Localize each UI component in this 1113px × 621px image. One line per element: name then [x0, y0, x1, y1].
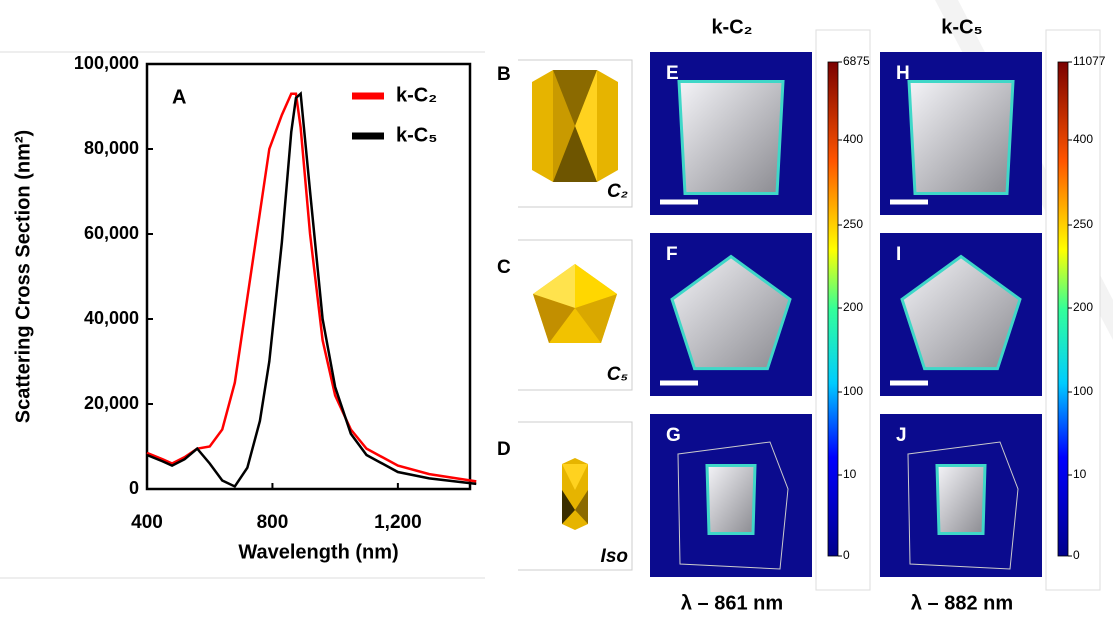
legend-label: k-C₅	[396, 124, 437, 146]
y-tick-label: 20,000	[84, 393, 139, 413]
panel-label: H	[896, 63, 910, 84]
colorbar-tick-label: 6875	[843, 54, 870, 68]
colorbar	[1058, 62, 1068, 556]
symmetry-label: C₅	[607, 364, 629, 385]
x-tick-label: 1,200	[374, 512, 422, 533]
particle-field	[707, 466, 755, 534]
panel-label: B	[497, 64, 511, 85]
panel-label: G	[666, 425, 681, 446]
y-tick-label: 40,000	[84, 308, 139, 328]
x-tick-label: 400	[131, 512, 163, 533]
column-title: k-C₂	[711, 16, 752, 38]
colorbar-tick-label: 200	[843, 300, 863, 314]
y-tick-label: 60,000	[84, 223, 139, 243]
figure: 0 20,000 40,000 60,000 80,000 100,000 400 800 1,…	[0, 0, 1113, 616]
colorbar-tick-label: 200	[1073, 300, 1093, 314]
y-tick-label: 100,000	[74, 53, 139, 73]
colorbar-tick-label: 10	[843, 467, 857, 481]
colorbar-tick-label: 250	[843, 217, 863, 231]
particle-c5	[533, 264, 617, 343]
wavelength-label: λ – 882 nm	[911, 592, 1013, 614]
symmetry-label: Iso	[601, 546, 628, 567]
particle-field	[937, 466, 985, 534]
column-title: k-C₅	[941, 16, 982, 38]
panel-label: J	[896, 425, 907, 446]
panel-label: A	[172, 86, 186, 108]
symmetry-label: C₂	[607, 181, 628, 202]
panel-label: D	[497, 439, 511, 460]
colorbar-tick-label: 100	[1073, 384, 1093, 398]
colorbar	[828, 62, 838, 556]
colorbar-tick-label: 10	[1073, 467, 1087, 481]
panel-label: I	[896, 244, 901, 265]
y-tick-label: 80,000	[84, 138, 139, 158]
particle-iso	[562, 458, 588, 530]
panel-label: C	[497, 257, 511, 278]
series-line	[147, 94, 476, 487]
colorbar-tick-label: 250	[1073, 217, 1093, 231]
particle-c2	[532, 70, 618, 182]
colorbar-tick-label: 100	[843, 384, 863, 398]
y-tick-label: 0	[129, 478, 139, 498]
colorbar-tick-label: 0	[1073, 548, 1080, 562]
x-tick-label: 800	[257, 512, 289, 533]
colorbar-tick-label: 400	[843, 132, 863, 146]
particle-field	[909, 82, 1013, 194]
colorbar-tick-label: 11077	[1073, 54, 1106, 68]
y-axis-label: Scattering Cross Section (nm²)	[12, 130, 34, 423]
wavelength-label: λ – 861 nm	[681, 592, 783, 614]
colorbar-tick-label: 400	[1073, 132, 1093, 146]
legend-label: k-C₂	[396, 84, 437, 106]
colorbar-tick-label: 0	[843, 548, 850, 562]
panel-label: E	[666, 63, 679, 84]
x-axis-label: Wavelength (nm)	[238, 541, 398, 563]
panel-label: F	[666, 244, 678, 265]
particle-field	[679, 82, 783, 194]
series-line	[147, 94, 476, 482]
